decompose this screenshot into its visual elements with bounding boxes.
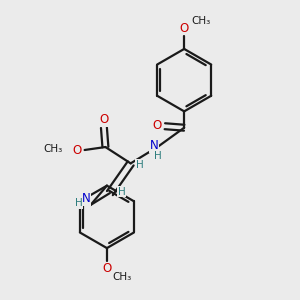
Text: N: N — [82, 192, 91, 205]
Text: O: O — [99, 113, 109, 126]
Text: H: H — [154, 151, 162, 161]
Text: CH₃: CH₃ — [192, 16, 211, 26]
Text: CH₃: CH₃ — [43, 143, 62, 154]
Text: O: O — [153, 119, 162, 132]
Text: H: H — [136, 160, 143, 170]
Text: CH₃: CH₃ — [113, 272, 132, 282]
Text: N: N — [149, 139, 158, 152]
Text: O: O — [180, 22, 189, 34]
Text: H: H — [118, 187, 126, 196]
Text: O: O — [73, 143, 82, 157]
Text: H: H — [75, 199, 83, 208]
Text: O: O — [102, 262, 112, 275]
